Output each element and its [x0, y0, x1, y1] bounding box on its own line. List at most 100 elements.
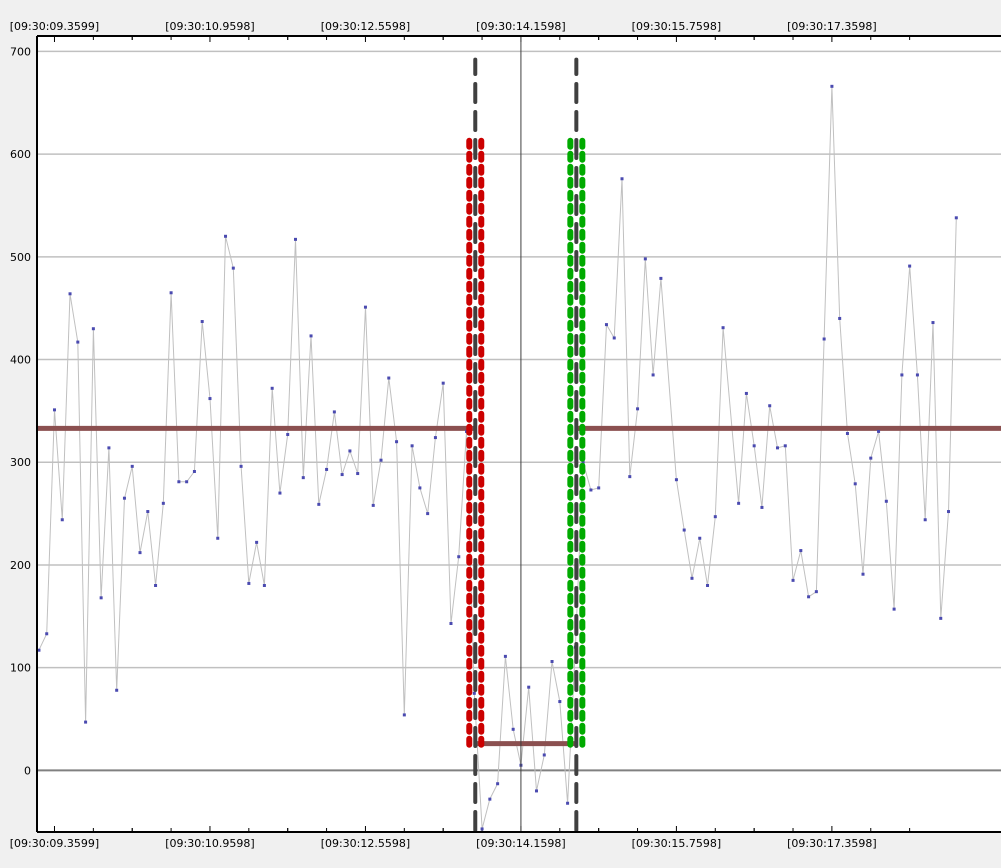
data-point: [402, 713, 406, 717]
data-point: [107, 446, 111, 450]
data-point: [247, 581, 251, 585]
data-point: [838, 316, 842, 320]
data-point: [363, 305, 367, 309]
x-tick-label-top: [09:30:17.3598]: [787, 20, 876, 33]
data-point: [418, 486, 422, 490]
data-point: [161, 501, 165, 505]
data-point: [853, 482, 857, 486]
data-point: [169, 291, 173, 295]
data-point: [581, 460, 585, 464]
data-point: [643, 257, 647, 261]
data-point: [915, 373, 919, 377]
data-point: [76, 340, 80, 344]
data-point: [293, 237, 297, 241]
data-point: [861, 572, 865, 576]
data-point: [830, 84, 834, 88]
data-point: [130, 464, 134, 468]
data-point: [737, 501, 741, 505]
data-point: [604, 323, 608, 327]
x-tick-label-bottom: [09:30:09.3599]: [10, 837, 99, 850]
data-point: [185, 480, 189, 484]
data-point: [99, 596, 103, 600]
data-point: [146, 510, 150, 514]
data-point: [387, 376, 391, 380]
data-point: [84, 720, 88, 724]
data-point: [410, 444, 414, 448]
data-point: [433, 436, 437, 440]
data-point: [356, 472, 360, 476]
data-point: [791, 578, 795, 582]
data-point: [706, 583, 710, 587]
data-point: [566, 801, 570, 805]
x-tick-label-top: [09:30:12.5598]: [321, 20, 410, 33]
x-tick-label-bottom: [09:30:15.7598]: [632, 837, 721, 850]
y-tick-label: 700: [10, 45, 31, 58]
data-point: [651, 373, 655, 377]
data-point: [814, 590, 818, 594]
data-point: [822, 337, 826, 341]
data-point: [192, 469, 196, 473]
data-point: [954, 216, 958, 220]
data-point: [325, 467, 329, 471]
data-point: [278, 491, 282, 495]
data-point: [200, 320, 204, 324]
data-point: [807, 595, 811, 599]
data-point: [91, 327, 95, 331]
data-point: [115, 688, 119, 692]
data-point: [884, 499, 888, 503]
x-tick-label-top: [09:30:10.9598]: [165, 20, 254, 33]
data-point: [480, 827, 484, 831]
data-point: [923, 518, 927, 522]
data-point: [698, 536, 702, 540]
data-point: [426, 512, 430, 516]
data-point: [869, 456, 873, 460]
x-tick-label-bottom: [09:30:10.9598]: [165, 837, 254, 850]
data-point: [752, 444, 756, 448]
data-point: [939, 616, 943, 620]
data-point: [472, 691, 476, 695]
data-point: [659, 276, 663, 280]
data-point: [620, 177, 624, 181]
data-point: [721, 326, 725, 330]
y-tick-label: 0: [24, 764, 31, 777]
data-point: [744, 391, 748, 395]
y-tick-label: 300: [10, 456, 31, 469]
x-tick-label-bottom: [09:30:17.3598]: [787, 837, 876, 850]
data-point: [395, 440, 399, 444]
data-point: [612, 336, 616, 340]
data-point: [511, 727, 515, 731]
data-point: [177, 480, 181, 484]
data-point: [496, 782, 500, 786]
data-point: [760, 505, 764, 509]
data-point: [231, 266, 235, 270]
data-point: [332, 410, 336, 414]
data-point: [713, 515, 717, 519]
data-point: [674, 478, 678, 482]
data-point: [775, 446, 779, 450]
data-point: [845, 431, 849, 435]
data-point: [379, 458, 383, 462]
data-point: [799, 549, 803, 553]
data-point: [262, 583, 266, 587]
data-point: [542, 753, 546, 757]
y-tick-label: 500: [10, 251, 31, 264]
data-point: [558, 700, 562, 704]
x-tick-label-top: [09:30:09.3599]: [10, 20, 99, 33]
data-point: [589, 488, 593, 492]
data-point: [60, 518, 64, 522]
data-point: [224, 234, 228, 238]
data-point: [908, 264, 912, 268]
data-point: [534, 789, 538, 793]
data-point: [503, 654, 507, 658]
x-tick-label-bottom: [09:30:12.5598]: [321, 837, 410, 850]
y-tick-label: 600: [10, 148, 31, 161]
y-tick-label: 200: [10, 559, 31, 572]
data-point: [216, 536, 220, 540]
data-point: [37, 648, 41, 652]
data-point: [286, 433, 290, 437]
data-point: [348, 449, 352, 453]
data-point: [690, 576, 694, 580]
data-point: [488, 797, 492, 801]
